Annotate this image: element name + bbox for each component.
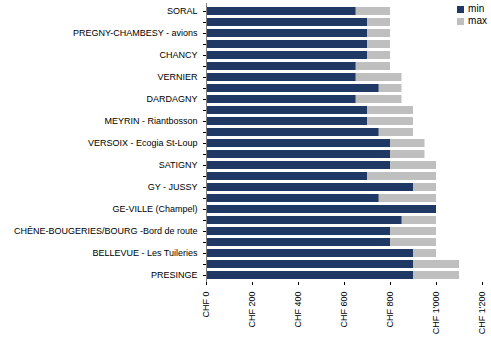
svg-text:PREGNY-CHAMBESY - avions: PREGNY-CHAMBESY - avions bbox=[73, 28, 198, 38]
svg-text:MEYRIN - Riantbosson: MEYRIN - Riantbosson bbox=[104, 116, 197, 126]
html-text:min: min bbox=[468, 3, 485, 14]
svg-text:DARDAGNY: DARDAGNY bbox=[146, 94, 197, 104]
html-text:max: max bbox=[468, 15, 487, 26]
svg-text:CHF 400: CHF 400 bbox=[293, 292, 303, 328]
svg-text:CHF 800: CHF 800 bbox=[385, 292, 395, 328]
svg-text:GE-VILLE (Champel): GE-VILLE (Champel) bbox=[112, 204, 197, 214]
svg-text:SORAL: SORAL bbox=[167, 6, 198, 16]
svg-text:CHÊNE-BOUGERIES/BOURG -Bord de: CHÊNE-BOUGERIES/BOURG -Bord de route bbox=[14, 226, 198, 236]
svg-text:CHF 200: CHF 200 bbox=[247, 292, 257, 328]
svg-text:VERNIER: VERNIER bbox=[157, 72, 198, 82]
svg-text:GY - JUSSY: GY - JUSSY bbox=[148, 182, 198, 192]
svg-text:BELLEVUE - Les Tuileries: BELLEVUE - Les Tuileries bbox=[92, 248, 198, 258]
svg-text:VERSOIX - Ecogia St-Loup: VERSOIX - Ecogia St-Loup bbox=[88, 138, 198, 148]
svg-text:SATIGNY: SATIGNY bbox=[159, 160, 198, 170]
svg-text:PRESINGE: PRESINGE bbox=[151, 270, 198, 280]
svg-text:CHF 1'000: CHF 1'000 bbox=[431, 292, 441, 335]
svg-text:CHF 600: CHF 600 bbox=[339, 292, 349, 328]
svg-text:CHANCY: CHANCY bbox=[159, 50, 197, 60]
svg-text:CHF 0: CHF 0 bbox=[201, 292, 211, 318]
svg-text:CHF 1'200: CHF 1'200 bbox=[477, 292, 487, 335]
